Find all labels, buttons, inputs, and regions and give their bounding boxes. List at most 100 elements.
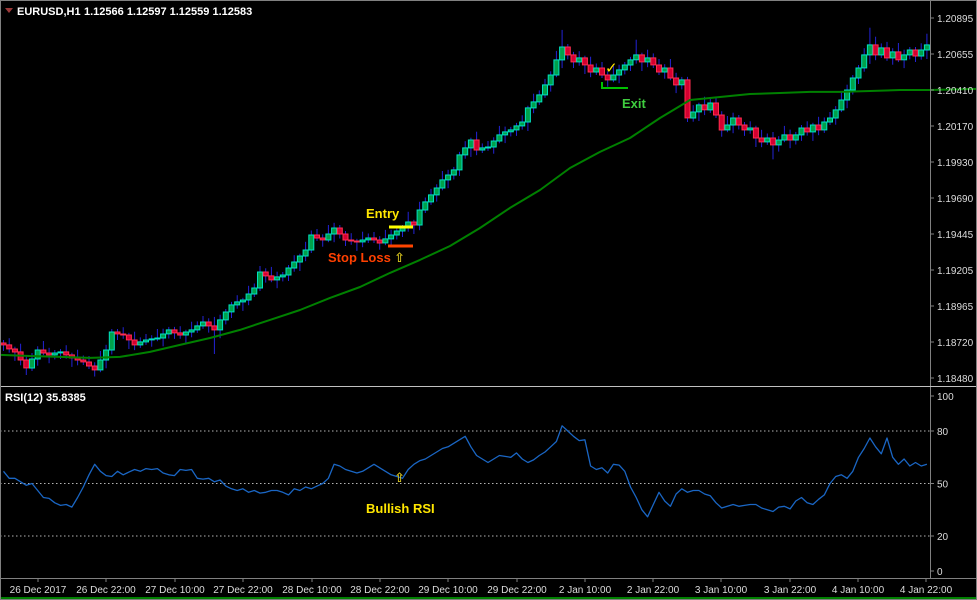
rsi-axis-label: 20 [937,532,949,543]
bull-candle [775,139,782,146]
bull-candle [325,233,332,241]
price-axis-label: 1.20410 [937,86,974,97]
rsi-level-lines [0,430,930,537]
price-axis-label: 1.18720 [937,338,974,349]
bear-candle [125,334,132,341]
bull-candle [524,107,531,123]
time-axis[interactable]: 26 Dec 2017 26 Dec 22:00 27 Dec 10:00 27 De… [10,578,953,596]
bear-candle [604,74,611,81]
rsi-axis[interactable]: 100 80 50 20 0 [930,392,954,578]
bull-candle [627,59,634,66]
bull-candle [285,267,292,276]
bull-candle [695,104,702,113]
price-axis[interactable]: 1.20895 1.20655 1.20410 1.20170 1.19930 1.196… [930,14,974,385]
bull-candle [217,319,224,331]
entry-line[interactable] [389,225,413,229]
bear-candle [11,348,18,353]
stop-loss-line[interactable] [388,244,413,248]
price-axis-label: 1.20655 [937,50,974,61]
bull-candle [103,349,110,361]
bull-candle [724,124,731,131]
bear-candle [376,239,383,244]
bull-candle [234,301,241,306]
bull-candle [901,54,908,61]
bear-candle [895,51,902,61]
bull-candle [621,64,628,71]
exit-label: Exit [622,96,647,111]
bull-candle [547,74,554,86]
time-axis-label: 4 Jan 22:00 [900,585,953,596]
rsi-indicator-layer [2,425,928,518]
bull-candle [707,102,714,111]
bear-candle [815,124,822,131]
bear-candle [587,64,594,73]
bull-candle [878,47,885,56]
bear-candle [171,329,178,334]
price-axis-label: 1.18965 [937,302,974,313]
bull-candle [827,117,833,123]
bear-candle [650,57,657,66]
bull-candle [34,349,41,360]
bull-candle [274,276,281,281]
bull-candle [866,44,873,56]
bear-candle [758,137,765,143]
bear-candle [713,102,719,116]
bear-candle [177,332,184,336]
price-axis-label: 1.19205 [937,266,974,277]
bull-candle [530,101,537,109]
bull-candle [148,338,155,341]
bear-candle [23,359,30,369]
bull-candle [496,134,503,142]
rsi-axis-label: 0 [937,567,943,578]
bear-candle [268,275,275,281]
quote-ohlc-values: 1.12566 1.12597 1.12559 1.12583 [84,6,252,18]
bear-candle [770,137,776,146]
price-axis-label: 1.19690 [937,194,974,205]
bull-candle [393,230,400,236]
bull-candle [467,139,474,149]
time-axis-label: 28 Dec 10:00 [282,585,342,596]
bull-candle [861,54,868,69]
bull-candle [855,67,862,79]
bear-candle [741,124,748,131]
bear-candle [473,139,480,151]
bull-candle [781,134,788,141]
bull-candle [97,359,104,371]
time-axis-label: 4 Jan 10:00 [832,585,885,596]
bear-candle [262,271,269,277]
bull-candle [633,54,640,61]
bear-candle [912,49,919,57]
bull-candle [382,238,389,244]
bull-candle [923,44,930,51]
rsi-line [2,425,928,518]
price-axis-label: 1.20895 [937,14,974,25]
bull-candle [450,169,457,176]
rsi-axis-label: 50 [937,480,949,491]
bull-candle [730,117,737,126]
bear-candle [114,331,121,335]
time-axis-label: 28 Dec 22:00 [350,585,410,596]
bear-candle [336,227,343,235]
bull-candle [296,255,303,263]
bear-candle [804,127,811,133]
bear-candle [80,359,87,363]
bull-candle [490,140,497,148]
exit-line-end-tick [601,82,603,88]
rsi-indicator-label: RSI(12) 35.8385 [5,392,86,404]
bear-candle [371,237,377,241]
bull-candle [536,94,543,103]
bear-candle [131,339,138,346]
bull-candle [331,227,338,235]
bullish-rsi-up-arrow-icon: ⇧ [394,470,405,485]
bull-candle [844,89,851,101]
time-axis-label: 3 Jan 10:00 [695,585,748,596]
bull-candle [57,351,64,354]
rsi-axis-label: 100 [937,392,954,403]
bull-candle [553,59,560,76]
bull-candle [433,187,440,196]
bull-candle [245,293,252,301]
bull-candle [507,129,514,133]
exit-line[interactable] [601,87,628,89]
